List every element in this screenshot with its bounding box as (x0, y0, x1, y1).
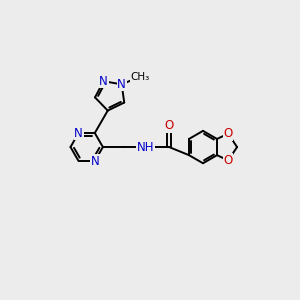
Text: O: O (224, 127, 233, 140)
Text: N: N (117, 78, 126, 91)
Text: O: O (224, 154, 233, 167)
Text: N: N (90, 154, 99, 168)
Text: NH: NH (137, 141, 154, 154)
Text: CH₃: CH₃ (130, 72, 150, 82)
Text: O: O (164, 119, 174, 132)
Text: N: N (74, 127, 83, 140)
Text: N: N (99, 75, 108, 88)
